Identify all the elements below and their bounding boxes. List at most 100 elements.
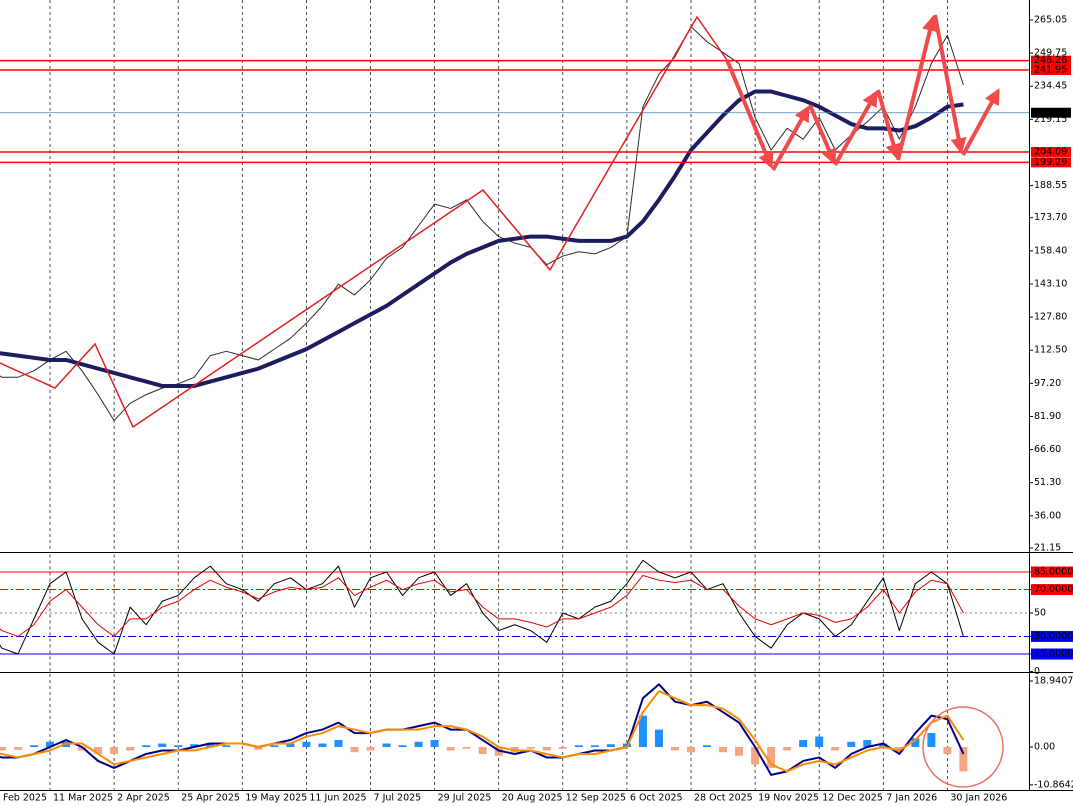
- histogram-bar: [13, 747, 22, 750]
- histogram-bar: [735, 747, 744, 756]
- arrow: [725, 59, 774, 169]
- histogram-bar: [142, 745, 151, 748]
- histogram-bar: [126, 747, 135, 751]
- x-tick-label: Feb 2025: [3, 793, 47, 804]
- histogram-bar: [783, 747, 792, 751]
- y-tick-label: 0.00: [1034, 742, 1055, 753]
- price-label-box: [1031, 146, 1071, 157]
- price-label: 241.95: [1034, 65, 1067, 76]
- series-line: [0, 690, 965, 773]
- histogram-bar: [430, 740, 439, 748]
- arrow: [808, 104, 837, 165]
- histogram-bar: [542, 747, 551, 751]
- histogram-bar: [29, 745, 38, 748]
- arrow: [961, 88, 1000, 156]
- histogram-bar: [687, 747, 695, 753]
- histogram-bar: [767, 747, 776, 768]
- histogram-bar: [815, 736, 824, 748]
- y-tick-label: 0: [1034, 666, 1040, 677]
- histogram-bar: [222, 745, 231, 748]
- level-label-box: [1031, 648, 1073, 660]
- y-tick-label: 188.55: [1034, 180, 1067, 191]
- histogram-bar: [334, 740, 343, 748]
- histogram-bar: [254, 747, 263, 750]
- series-line: [0, 683, 965, 776]
- x-tick-label: 28 Oct 2025: [694, 793, 753, 804]
- x-tick-label: 30 Jan 2026: [950, 793, 1007, 804]
- histogram-bar: [190, 744, 199, 748]
- histogram-bar: [558, 747, 567, 749]
- arrow: [833, 90, 878, 166]
- histogram-bar: [158, 743, 167, 748]
- histogram-bar: [526, 747, 535, 749]
- x-tick-label: 7 Jul 2025: [374, 793, 422, 804]
- histogram-bar: [302, 741, 311, 748]
- arrow: [771, 105, 810, 171]
- level-label-box: [1031, 566, 1073, 578]
- x-tick-label: 29 Jul 2025: [438, 793, 492, 804]
- histogram-bar: [46, 741, 54, 748]
- price-label: 204.09: [1034, 146, 1067, 157]
- price-label: 199.29: [1034, 157, 1067, 168]
- histogram-bar: [270, 745, 279, 748]
- histogram-bar: [799, 740, 808, 748]
- series-line: [0, 574, 964, 637]
- arrow: [876, 89, 902, 161]
- y-tick-label: 85.0000: [1034, 566, 1073, 577]
- price-label-box: [1031, 65, 1071, 76]
- annotations: [0, 14, 1004, 788]
- x-tick-label: 12 Dec 2025: [822, 793, 883, 804]
- histogram-bar: [959, 747, 968, 772]
- price-label: 222.21: [1034, 107, 1067, 118]
- level-label-box: [1031, 630, 1073, 642]
- histogram-bar: [446, 747, 455, 751]
- y-tick-label: 173.70: [1034, 212, 1067, 223]
- y-tick-label: 158.40: [1034, 245, 1067, 256]
- x-tick-label: 20 Aug 2025: [502, 793, 563, 804]
- histogram-bar: [206, 742, 215, 748]
- histogram-bar: [382, 743, 391, 748]
- x-tick-label: 7 Jan 2026: [886, 793, 937, 804]
- y-tick-label: 66.60: [1034, 444, 1061, 455]
- x-tick-label: 19 Nov 2025: [758, 793, 819, 804]
- histogram-bar: [94, 747, 103, 754]
- histogram-bar: [654, 729, 663, 748]
- y-tick-label: 127.80: [1034, 312, 1067, 323]
- histogram-bar: [0, 747, 6, 751]
- price-label-box: [1031, 55, 1071, 66]
- y-tick-label: 219.15: [1034, 114, 1067, 125]
- x-tick-label: 12 Sep 2025: [566, 793, 626, 804]
- x-tick-label: 11 Mar 2025: [53, 793, 113, 804]
- histogram-bar: [590, 745, 599, 748]
- histogram-bar: [350, 747, 359, 753]
- arrows: [725, 14, 1000, 171]
- price-label-box: [1031, 107, 1071, 118]
- y-tick-label: 143.10: [1034, 278, 1067, 289]
- histogram-bar: [574, 745, 583, 748]
- x-tick-label: 11 Jun 2025: [309, 793, 366, 804]
- histogram-bar: [703, 745, 712, 748]
- histogram-bar: [462, 747, 471, 749]
- histogram-bar: [751, 747, 760, 765]
- histogram-bar: [110, 747, 119, 754]
- histogram-bar: [943, 747, 952, 754]
- histogram-bar: [174, 745, 183, 748]
- y-tick-label: -10.8642: [1034, 779, 1073, 790]
- series-line: [0, 26, 964, 422]
- y-tick-label: 112.50: [1034, 345, 1067, 356]
- histogram-bar: [719, 747, 728, 753]
- histogram-bar: [414, 741, 423, 748]
- y-tick-label: 249.75: [1034, 48, 1067, 59]
- level-label-box: [1031, 584, 1073, 596]
- histogram-bar: [670, 747, 679, 751]
- x-tick-label: 6 Oct 2025: [630, 793, 683, 804]
- y-tick-label: 81.90: [1034, 411, 1061, 422]
- histogram-bar: [366, 747, 375, 751]
- axis-area: Feb 2025 11 Mar 2025 2 Apr 2025 25 Apr 2025…: [3, 15, 1073, 804]
- x-tick-label: 2 Apr 2025: [117, 793, 170, 804]
- y-tick-label: 21.15: [1034, 542, 1061, 553]
- x-tick-label: 25 Apr 2025: [181, 793, 240, 804]
- y-tick-label: 36.00: [1034, 510, 1061, 521]
